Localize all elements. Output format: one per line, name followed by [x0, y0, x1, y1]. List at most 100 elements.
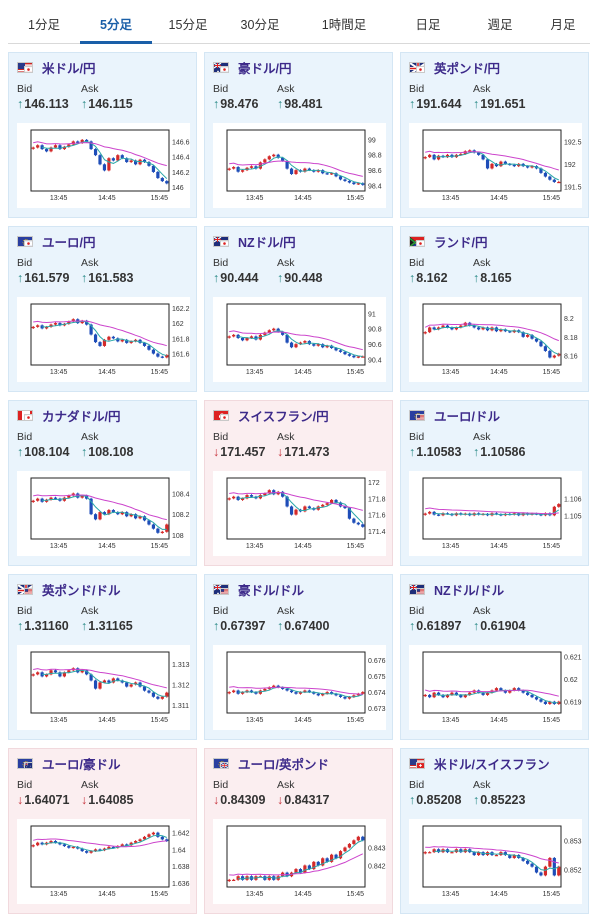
bid-arrow-icon: ↑	[17, 271, 24, 285]
card-header[interactable]: ユーロ/ドル	[409, 407, 500, 424]
currency-pair-name[interactable]: 豪ドル/円	[238, 61, 292, 76]
bid-arrow-icon: ↑	[409, 271, 416, 285]
card-header[interactable]: 豪ドル/ドル	[213, 581, 304, 598]
y-tick-label: 1.312	[172, 683, 190, 690]
card-header[interactable]: スイスフラン/円	[213, 407, 329, 424]
candle-body	[111, 678, 115, 683]
card-header[interactable]: 英ポンド/ドル	[17, 581, 121, 598]
price-chart[interactable]: 146.6 146.4 146.2 146 13:45 14:45 15:45	[17, 123, 190, 208]
y-tick-label: 146.4	[172, 155, 190, 162]
rate-card[interactable]: 米ドル/スイスフラン Bid Ask ↑0.85208 ↑0.85223 0.853 0.8…	[400, 748, 589, 914]
card-header[interactable]: NZドル/ドル	[409, 581, 505, 598]
rate-card[interactable]: ユーロ/豪ドル Bid Ask ↓1.64071 ↓1.64085 1.642 1.64 1.…	[8, 748, 197, 914]
x-tick-label: 15:45	[347, 195, 365, 202]
currency-pair-name[interactable]: スイスフラン/円	[238, 409, 329, 424]
price-chart[interactable]: 108.4 108.2 108 13:45 14:45 15:45	[17, 471, 190, 556]
bid-arrow-icon: ↓	[213, 445, 220, 459]
price-chart[interactable]: 0.853 0.852 13:45 14:45 15:45	[409, 819, 582, 904]
currency-pair-name[interactable]: NZドル/ドル	[434, 583, 505, 598]
currency-pair-name[interactable]: ユーロ/豪ドル	[42, 757, 121, 772]
currency-pair-name[interactable]: カナダドル/円	[42, 409, 121, 424]
price-chart[interactable]: 0.621 0.62 0.619 13:45 14:45 15:45	[409, 645, 582, 730]
candle-body	[80, 670, 84, 673]
y-tick-label: 0.62	[564, 677, 578, 684]
candle-body	[89, 498, 93, 515]
rate-card[interactable]: 豪ドル/円 Bid Ask ↑98.476 ↑98.481 99 98.8 98.6 98.4 1…	[204, 52, 393, 218]
tab-0[interactable]: 1分足	[28, 18, 60, 32]
currency-pair-name[interactable]: ランド/円	[434, 235, 488, 250]
price-chart[interactable]: 1.642 1.64 1.638 1.636 13:45 14:45 15:45	[17, 819, 190, 904]
card-header[interactable]: NZドル/円	[213, 233, 296, 250]
rate-card[interactable]: 英ポンド/ドル Bid Ask ↑1.31160 ↑1.31165 1.313 1.312 1…	[8, 574, 197, 740]
candle-body	[129, 160, 133, 163]
price-chart[interactable]: 1.106 1.1055 13:45 14:45 15:45	[409, 471, 582, 556]
rate-card[interactable]: ユーロ/英ポンド Bid Ask ↓0.84309 ↓0.84317 0.843 0.842…	[204, 748, 393, 914]
rate-card[interactable]: ランド/円 Bid Ask ↑8.162 ↑8.165 8.2 8.18 8.16 13:45 1…	[400, 226, 589, 392]
tab-5[interactable]: 日足	[415, 18, 441, 32]
currency-pair-name[interactable]: ユーロ/英ポンド	[238, 757, 329, 772]
currency-pair-name[interactable]: 米ドル/円	[42, 61, 96, 76]
candle-body	[343, 351, 347, 355]
ask-arrow-icon: ↓	[277, 445, 284, 459]
currency-pair-name[interactable]: ユーロ/ドル	[434, 409, 500, 424]
price-chart[interactable]: 192.5 192 191.5 13:45 14:45 15:45	[409, 123, 582, 208]
price-chart[interactable]: 0.843 0.8425 13:45 14:45 15:45	[213, 819, 386, 904]
card-header[interactable]: 豪ドル/円	[213, 59, 292, 76]
tab-4[interactable]: 1時間足	[321, 18, 367, 32]
candle-body	[232, 334, 236, 337]
rate-card[interactable]: 豪ドル/ドル Bid Ask ↑0.67397 ↑0.67400 0.676 0.675 0.…	[204, 574, 393, 740]
candle-body	[494, 855, 499, 857]
currency-pair-name[interactable]: ユーロ/円	[42, 235, 96, 250]
card-header[interactable]: ユーロ/豪ドル	[17, 755, 121, 772]
candle-body	[330, 173, 334, 175]
card-header[interactable]: ランド/円	[409, 233, 488, 250]
tab-2[interactable]: 15分足	[168, 18, 208, 32]
rate-card[interactable]: スイスフラン/円 Bid Ask ↓171.457 ↓171.473 172 171.8 17…	[204, 400, 393, 566]
plot-frame	[422, 303, 562, 366]
card-header[interactable]: ユーロ/英ポンド	[213, 755, 329, 772]
nz-jp-flag-icon	[213, 235, 229, 247]
currency-pair-name[interactable]: 英ポンド/ドル	[42, 583, 121, 598]
candle-body	[93, 680, 98, 689]
candle-body	[294, 170, 298, 175]
short-ma-line	[238, 686, 363, 698]
price-chart[interactable]: 91 90.8 90.6 90.4 13:45 14:45 15:45	[213, 297, 386, 382]
plot-frame	[422, 825, 562, 888]
price-chart[interactable]: 162.2 162 161.8 161.6 13:45 14:45 15:45	[17, 297, 190, 382]
rate-card[interactable]: 英ポンド/円 Bid Ask ↑191.644 ↑191.651 192.5 192 191.…	[400, 52, 589, 218]
x-tick-label: 15:45	[151, 369, 169, 376]
candle-body	[276, 685, 280, 688]
tab-7[interactable]: 月足	[550, 18, 576, 32]
price-chart[interactable]: 1.313 1.312 1.311 13:45 14:45 15:45	[17, 645, 190, 730]
currency-pair-name[interactable]: 豪ドル/ドル	[238, 583, 304, 598]
card-header[interactable]: カナダドル/円	[17, 407, 121, 424]
card-header[interactable]: 米ドル/円	[17, 59, 96, 76]
candle-body	[468, 150, 472, 152]
y-tick-label: 191.5	[564, 184, 582, 191]
price-chart[interactable]: 172 171.8 171.6 171.4 13:45 14:45 15:45	[213, 471, 386, 556]
price-chart[interactable]: 8.2 8.18 8.16 13:45 14:45 15:45	[409, 297, 582, 382]
candle-body	[160, 178, 164, 182]
card-header[interactable]: 米ドル/スイスフラン	[409, 755, 550, 772]
card-header[interactable]: 英ポンド/円	[409, 59, 500, 76]
currency-pair-name[interactable]: NZドル/円	[238, 235, 296, 250]
card-header[interactable]: ユーロ/円	[17, 233, 96, 250]
price-chart[interactable]: 99 98.8 98.6 98.4 13:45 14:45 15:45	[213, 123, 386, 208]
rate-card[interactable]: カナダドル/円 Bid Ask ↑108.104 ↑108.108 108.4 108.2 1…	[8, 400, 197, 566]
candle-body	[468, 692, 472, 695]
currency-pair-name[interactable]: 英ポンド/円	[434, 61, 500, 76]
rate-card[interactable]: ユーロ/円 Bid Ask ↑161.579 ↑161.583 162.2 162 161.8…	[8, 226, 197, 392]
candle-body	[557, 353, 561, 356]
rate-card[interactable]: 米ドル/円 Bid Ask ↑146.113 ↑146.115 146.6 146.4 146…	[8, 52, 197, 218]
rate-card[interactable]: NZドル/円 Bid Ask ↑90.444 ↑90.448 91 90.8 90.6 90.4…	[204, 226, 393, 392]
y-tick-label: 161.6	[172, 352, 190, 359]
candle-body	[343, 506, 347, 509]
long-ma-line	[229, 853, 364, 876]
tab-1[interactable]: 5分足	[80, 0, 152, 44]
rate-card[interactable]: NZドル/ドル Bid Ask ↑0.61897 ↑0.61904 0.621 0.62 0.…	[400, 574, 589, 740]
tab-3[interactable]: 30分足	[240, 18, 280, 32]
price-chart[interactable]: 0.676 0.675 0.674 0.673 13:45 14:45 15:45	[213, 645, 386, 730]
rate-card[interactable]: ユーロ/ドルBidAsk↑1.10583↑1.105861.1061.10551…	[400, 400, 589, 566]
tab-6[interactable]: 週足	[487, 18, 513, 32]
currency-pair-name[interactable]: 米ドル/スイスフラン	[434, 757, 550, 772]
